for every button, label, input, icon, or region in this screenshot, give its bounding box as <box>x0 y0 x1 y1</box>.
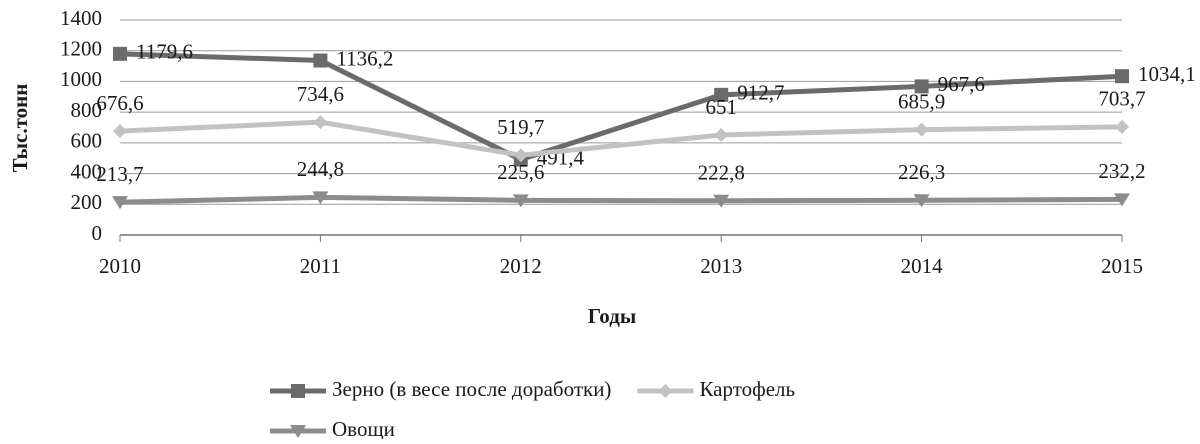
y-tick-label: 200 <box>71 190 103 214</box>
y-tick-label: 400 <box>71 159 103 183</box>
x-tick-label: 2015 <box>1101 254 1143 278</box>
marker <box>1115 69 1129 84</box>
y-tick-label: 1000 <box>60 67 102 91</box>
y-tick-label: 1200 <box>60 37 102 61</box>
legend-label: Овощи <box>332 417 395 439</box>
x-tick-label: 2013 <box>700 254 742 278</box>
legend-label: Зерно (в весе после доработки) <box>332 377 611 401</box>
marker <box>291 384 305 398</box>
series-line <box>119 194 1123 205</box>
x-tick-label: 2014 <box>901 254 944 278</box>
marker <box>112 196 128 210</box>
marker <box>1115 119 1129 134</box>
marker <box>913 194 930 208</box>
marker <box>313 115 328 130</box>
y-tick-label: 600 <box>71 129 103 153</box>
marker <box>914 122 929 137</box>
x-tick-label: 2010 <box>99 254 141 278</box>
legend-label: Картофель <box>699 377 795 401</box>
data-label: 1179,6 <box>136 40 193 64</box>
data-label: 226,3 <box>898 160 945 184</box>
data-label: 912,7 <box>737 81 784 105</box>
marker <box>1114 193 1130 207</box>
marker <box>658 384 673 398</box>
marker <box>113 46 127 61</box>
y-tick-label: 1400 <box>60 6 102 30</box>
data-label: 685,9 <box>898 89 945 113</box>
marker <box>512 194 529 208</box>
data-label: 676,6 <box>96 91 143 115</box>
marker <box>312 191 329 205</box>
data-label: 213,7 <box>96 162 143 186</box>
data-label: 734,6 <box>297 82 344 106</box>
data-label: 232,2 <box>1098 159 1145 183</box>
marker <box>290 425 306 438</box>
y-axis-title: Тыс.тонн <box>8 84 32 173</box>
series-line <box>119 119 1123 158</box>
data-label: 225,6 <box>497 160 544 184</box>
y-tick-label: 800 <box>71 98 103 122</box>
data-label: 519,7 <box>497 115 544 139</box>
x-tick-label: 2011 <box>300 254 341 278</box>
data-label: 222,8 <box>698 161 745 185</box>
data-label: 244,8 <box>297 157 344 181</box>
marker <box>713 194 730 208</box>
x-tick-label: 2012 <box>500 254 542 278</box>
marker <box>113 124 127 139</box>
series-line <box>119 51 1123 163</box>
data-label: 1136,2 <box>336 46 393 70</box>
marker <box>714 87 729 102</box>
marker <box>914 79 929 94</box>
data-label: 967,6 <box>938 72 985 96</box>
data-label: 651 <box>705 95 737 119</box>
y-tick-label: 0 <box>92 221 103 245</box>
marker <box>714 128 729 143</box>
marker <box>313 53 328 68</box>
data-label: 1034,1 <box>1138 62 1196 86</box>
data-label: 703,7 <box>1098 87 1145 111</box>
x-axis-title: Годы <box>588 304 636 328</box>
marker <box>513 148 528 163</box>
